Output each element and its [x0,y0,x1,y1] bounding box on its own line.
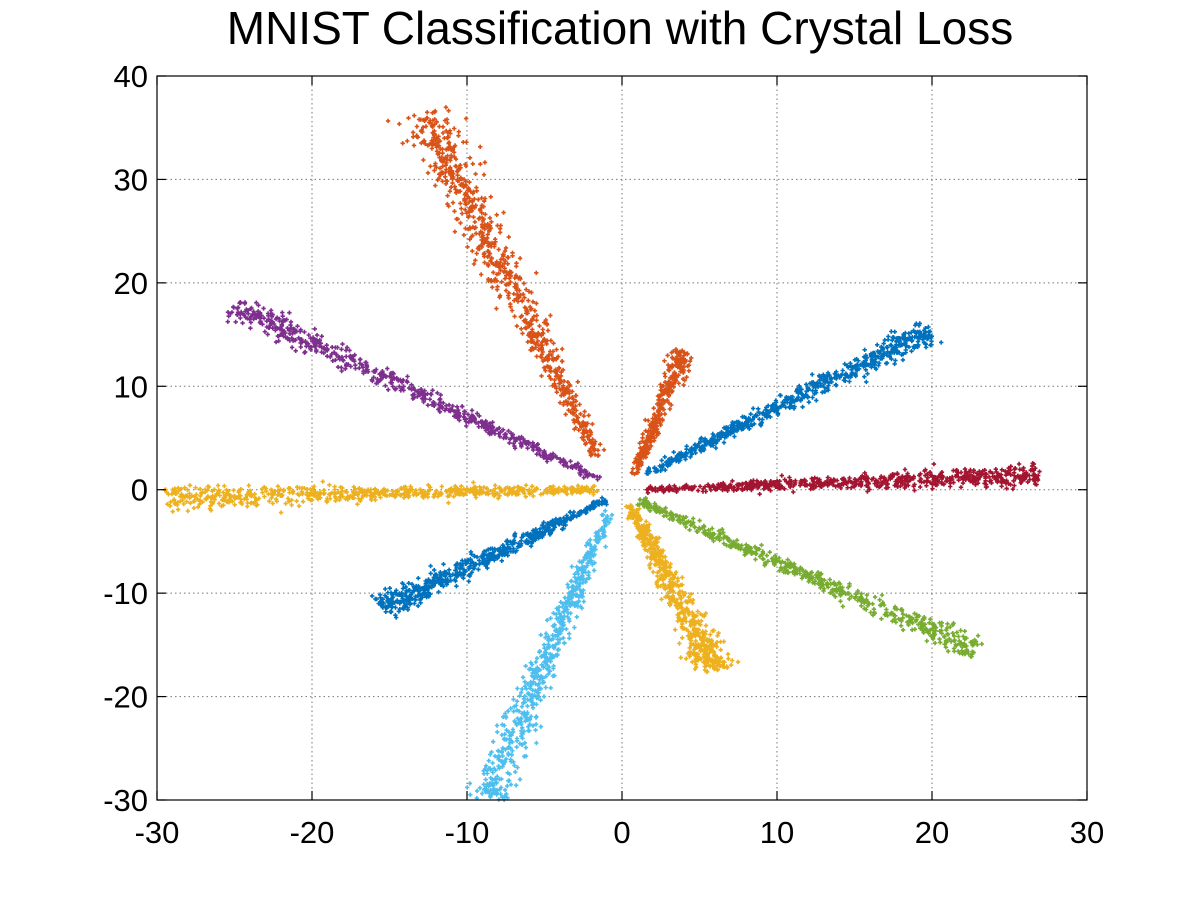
x-tick-label: -20 [290,815,335,850]
x-tick-label: 20 [915,815,949,850]
y-tick-labels: -30 -20 -10 0 10 20 30 40 [103,59,148,818]
series-points-class-e [635,495,984,659]
x-tick-label: -30 [135,815,180,850]
series-points-class-c [644,321,944,476]
series-class-i [162,479,600,515]
y-tick-label: -20 [103,680,148,715]
series-class-d [644,461,1042,497]
series-points-class-a [385,105,607,458]
y-tick-label: 40 [114,59,148,94]
series-class-a [385,105,607,458]
chart-title: MNIST Classification with Crystal Loss [227,2,1013,54]
series-points-class-d [644,461,1042,497]
series-class-c [644,321,944,476]
series-points-class-h [369,495,609,620]
axis-ticks [156,75,1088,801]
series-class-h [369,495,609,620]
scatter-points [162,105,1042,802]
y-tick-label: -30 [103,783,148,818]
y-tick-label: 30 [114,162,148,197]
series-class-f [624,503,741,675]
gridlines [157,76,1087,800]
x-tick-label: 10 [760,815,794,850]
x-tick-labels: -30 -20 -10 0 10 20 30 [135,815,1105,850]
series-points-class-b [629,347,694,477]
series-class-e [635,495,984,659]
x-tick-label: 0 [613,815,630,850]
series-points-class-g [465,508,615,802]
y-tick-label: 0 [131,473,148,508]
y-tick-label: 10 [114,369,148,404]
y-tick-label: 20 [114,266,148,301]
series-class-j [225,300,602,482]
series-points-class-i [162,479,600,515]
x-tick-label: -10 [445,815,490,850]
y-tick-label: -10 [103,576,148,611]
series-points-class-j [225,300,602,482]
x-tick-label: 30 [1070,815,1104,850]
series-points-class-f [624,503,741,675]
series-class-b [629,347,694,477]
series-class-g [465,508,615,802]
